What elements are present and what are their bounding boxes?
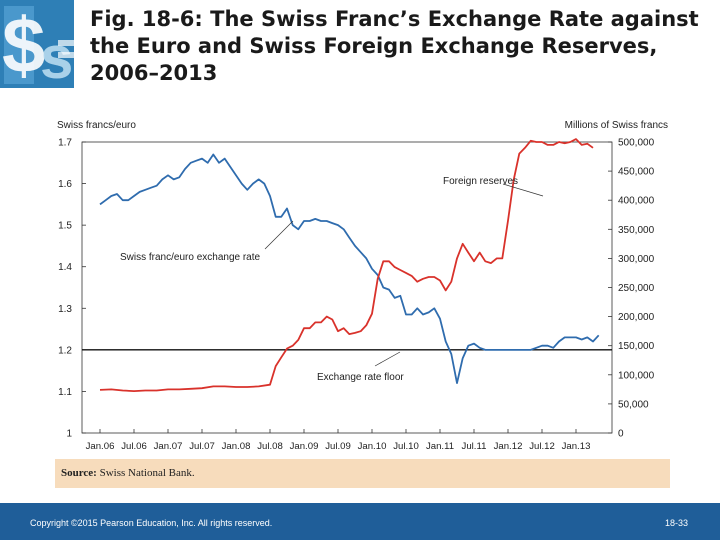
right-tick-label: 450,000 xyxy=(618,167,655,178)
left-tick-label: 1 xyxy=(66,429,72,440)
dollar-swiss-franc-logo-icon: $ s xyxy=(0,0,74,88)
source-text: Swiss National Bank. xyxy=(99,467,195,479)
exchange-rate-floor-annotation: Exchange rate floor xyxy=(317,372,404,383)
right-axis-label: Millions of Swiss francs xyxy=(565,120,668,131)
x-tick-label: Jan.13 xyxy=(562,441,591,452)
x-tick-label: Jul.10 xyxy=(393,441,419,452)
x-tick-label: Jan.12 xyxy=(494,441,523,452)
x-tick-label: Jul.08 xyxy=(257,441,283,452)
page-title: Fig. 18-6: The Swiss Franc’s Exchange Ra… xyxy=(90,7,699,85)
foreign-reserves-series-line xyxy=(99,138,594,393)
right-tick-label: 50,000 xyxy=(618,399,649,410)
right-tick-label: 400,000 xyxy=(618,196,655,207)
x-tick-label: Jul.07 xyxy=(189,441,215,452)
page-number: 18-33 xyxy=(664,518,688,528)
left-tick-label: 1.5 xyxy=(58,221,72,232)
footer-bar: Copyright ©2015 Pearson Education, Inc. … xyxy=(0,503,720,540)
x-tick-label: Jan.10 xyxy=(358,441,387,452)
exchange-rate-floor-leader-line xyxy=(374,351,401,367)
left-tick-label: 1.7 xyxy=(58,138,72,149)
right-tick-label: 250,000 xyxy=(618,283,655,294)
right-tick-label: 500,000 xyxy=(618,138,655,149)
chart-area: Swiss francs/euro Millions of Swiss franc… xyxy=(55,112,670,459)
x-tick-label: Jul.11 xyxy=(462,441,487,452)
left-axis-label: Swiss francs/euro xyxy=(57,120,136,131)
source-label: Source: xyxy=(61,467,97,479)
right-tick-label: 350,000 xyxy=(618,225,655,236)
x-tick-label: Jan.08 xyxy=(222,441,251,452)
left-tick-label: 1.6 xyxy=(58,179,72,190)
left-tick-label: 1.1 xyxy=(58,387,72,398)
right-tick-label: 300,000 xyxy=(618,254,655,265)
left-tick-label: 1.2 xyxy=(58,345,72,356)
foreign-reserves-annotation: Foreign reserves xyxy=(443,176,518,187)
source-note: Source: Swiss National Bank. xyxy=(61,467,195,479)
left-tick-label: 1.4 xyxy=(58,262,72,273)
x-tick-label: Jan.09 xyxy=(290,441,319,452)
exchange-rate-reserves-chart: Swiss francs/euro Millions of Swiss franc… xyxy=(57,120,668,452)
right-tick-label: 200,000 xyxy=(618,312,655,323)
x-tick-label: Jan.07 xyxy=(154,441,183,452)
x-tick-label: Jul.06 xyxy=(121,441,147,452)
right-tick-label: 150,000 xyxy=(618,341,655,352)
copyright-text: Copyright ©2015 Pearson Education, Inc. … xyxy=(30,518,273,528)
exchange-rate-leader-line xyxy=(264,220,294,250)
x-tick-label: Jan.06 xyxy=(86,441,115,452)
right-tick-label: 100,000 xyxy=(618,370,655,381)
right-tick-label: 0 xyxy=(618,429,624,440)
x-tick-label: Jan.11 xyxy=(426,441,454,452)
exchange-rate-series-line xyxy=(99,153,600,385)
exchange-rate-annotation: Swiss franc/euro exchange rate xyxy=(120,252,261,263)
x-tick-label: Jul.12 xyxy=(529,441,555,452)
left-tick-label: 1.3 xyxy=(58,304,72,315)
svg-text:$: $ xyxy=(2,1,45,88)
x-tick-label: Jul.09 xyxy=(325,441,351,452)
source-bar: Source: Swiss National Bank. xyxy=(55,459,670,488)
foreign-reserves-leader-line xyxy=(502,183,544,197)
